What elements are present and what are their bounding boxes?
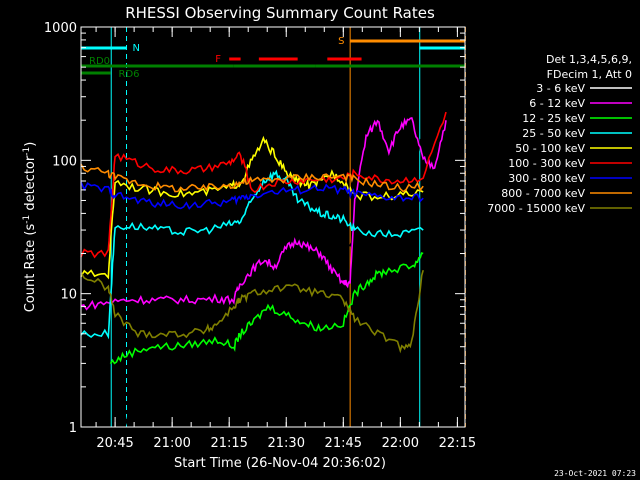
flag-label-rd0: RD0 [89,56,110,67]
y-axis-label: Count Rate (s-1 detector-1) [22,142,38,313]
x-axis-ticks: 20:45 21:00 21:15 21:30 21:45 22:00 22:15 [95,27,476,451]
series-line-1 [80,117,447,311]
y-tick-label-3: 1000 [44,21,77,36]
x-tick-label-5: 22:00 [382,436,419,451]
legend-label-1: 6 - 12 keV [529,97,585,110]
y-tick-label-0: 1 [69,421,77,436]
legend-label-0: 3 - 6 keV [536,82,585,95]
series-line-8 [80,269,424,354]
legend-label-8: 7000 - 15000 keV [487,202,585,215]
flag-label-n: N [133,43,140,54]
legend-header-2: FDecim 1, Att 0 [547,68,632,81]
series-line-7 [80,163,424,193]
legend-label-5: 100 - 300 keV [508,157,585,170]
series-line-2 [109,252,424,365]
x-tick-label-3: 21:30 [268,436,305,451]
plot-frame [80,26,466,428]
x-tick-label-4: 21:45 [325,436,362,451]
flag-label-f: F [215,54,221,65]
y-axis-ticks: 1 10 100 1000 [44,21,465,436]
x-tick-label-1: 21:00 [153,436,190,451]
x-tick-label-2: 21:15 [210,436,247,451]
legend-label-4: 50 - 100 keV [515,142,585,155]
chart-title: RHESSI Observing Summary Count Rates [125,4,435,22]
y-tick-label-2: 100 [52,154,77,169]
status-flags: N S F RD0 RD6 [81,36,465,80]
legend-header-1: Det 1,3,4,5,6,9, [546,53,632,66]
flag-label-rd6: RD6 [119,69,140,80]
legend-label-2: 12 - 25 keV [522,112,585,125]
series-lines [80,111,452,430]
series-line-6 [80,181,424,210]
x-tick-label-0: 20:45 [96,436,133,451]
y-tick-label-1: 10 [60,288,77,303]
x-tick-label-6: 22:15 [439,436,476,451]
footer-stamp: 23-Oct-2021 07:23 [554,469,636,478]
series-line-0 [114,124,452,430]
legend-label-6: 300 - 800 keV [508,172,585,185]
x-axis-label: Start Time (26-Nov-04 20:36:02) [174,456,386,471]
series-line-5 [80,111,447,259]
legend: Det 1,3,4,5,6,9, FDecim 1, Att 0 3 - 6 k… [487,53,632,215]
legend-label-3: 25 - 50 keV [522,127,585,140]
series-line-3 [80,169,424,340]
legend-label-7: 800 - 7000 keV [501,187,585,200]
flag-label-s: S [338,36,344,47]
